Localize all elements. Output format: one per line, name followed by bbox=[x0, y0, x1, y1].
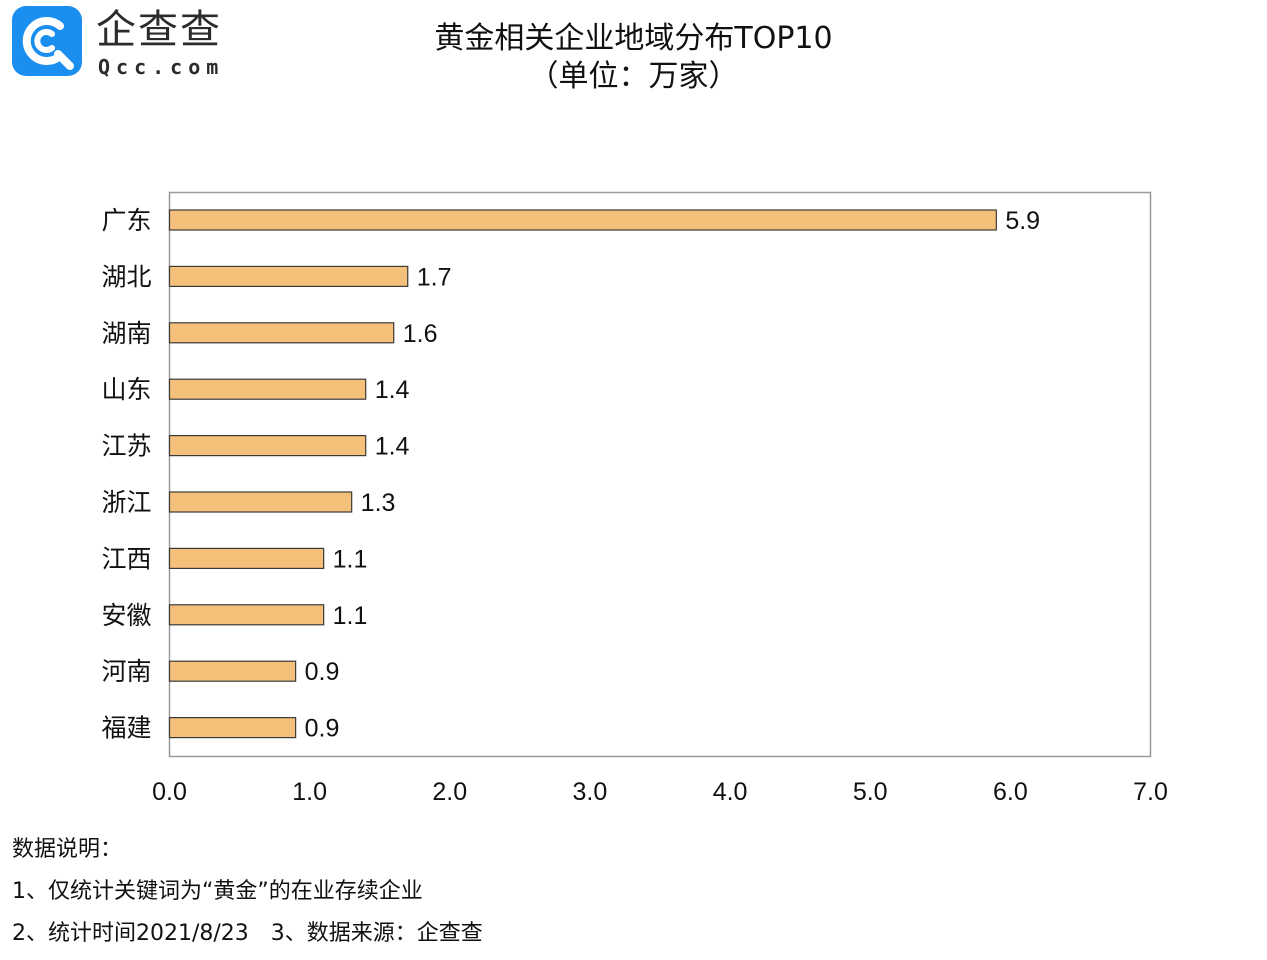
x-tick-label: 3.0 bbox=[573, 778, 608, 806]
data-label: 1.7 bbox=[417, 263, 452, 291]
data-label: 1.3 bbox=[361, 489, 396, 517]
category-label: 湖北 bbox=[101, 262, 151, 291]
category-label: 广东 bbox=[101, 206, 151, 235]
category-label: 江苏 bbox=[101, 432, 151, 461]
logo-badge-icon bbox=[12, 6, 82, 76]
category-label: 浙江 bbox=[101, 488, 151, 517]
x-tick-label: 2.0 bbox=[432, 778, 467, 806]
data-label: 1.1 bbox=[333, 602, 368, 630]
notes-line-1: 1、仅统计关键词为“黄金”的在业存续企业 bbox=[12, 879, 423, 904]
data-label: 1.4 bbox=[375, 376, 410, 404]
category-label: 山东 bbox=[101, 375, 151, 404]
x-tick-label: 0.0 bbox=[152, 778, 187, 806]
qcc-logo: 企查查 Qcc.com bbox=[12, 6, 232, 82]
logo-domain: Qcc.com bbox=[98, 55, 225, 79]
bar bbox=[168, 209, 997, 231]
plot-frame bbox=[168, 191, 1152, 758]
x-tick-label: 7.0 bbox=[1133, 778, 1168, 806]
bar-chart: 广东 5.9 湖北 1.7 湖南 1.6 山东 1.4 江苏 1.4 浙江 1.3 江西 1.1 安徽 1.1… bbox=[101, 191, 1168, 806]
x-tick-label: 5.0 bbox=[853, 778, 888, 806]
bar bbox=[168, 604, 325, 626]
bar bbox=[168, 491, 353, 513]
bar bbox=[168, 547, 325, 570]
chart-subtitle: （单位：万家） bbox=[528, 59, 739, 94]
notes-heading: 数据说明： bbox=[12, 837, 123, 862]
category-label: 湖南 bbox=[101, 319, 151, 348]
bar bbox=[168, 716, 297, 739]
category-label: 河南 bbox=[101, 657, 151, 686]
data-label: 1.6 bbox=[403, 320, 438, 348]
data-label: 0.9 bbox=[305, 715, 340, 743]
data-label: 5.9 bbox=[1005, 207, 1040, 235]
chart-title: 黄金相关企业地域分布TOP10 bbox=[434, 21, 833, 56]
x-tick-label: 6.0 bbox=[993, 778, 1028, 806]
x-tick-label: 1.0 bbox=[292, 778, 327, 806]
data-label: 1.4 bbox=[375, 433, 410, 461]
x-tick-label: 4.0 bbox=[713, 778, 748, 806]
notes-line-2: 2、统计时间2021/8/23 3、数据来源：企查查 bbox=[12, 921, 483, 946]
bar bbox=[168, 322, 395, 344]
data-label: 1.1 bbox=[333, 545, 368, 573]
bar bbox=[168, 435, 367, 457]
bar bbox=[168, 660, 297, 682]
category-label: 安徽 bbox=[101, 601, 151, 630]
category-label: 江西 bbox=[101, 544, 151, 573]
bar bbox=[168, 265, 409, 287]
bar bbox=[168, 378, 367, 400]
category-label: 福建 bbox=[101, 714, 151, 743]
logo-name: 企查查 bbox=[96, 7, 222, 53]
data-label: 0.9 bbox=[305, 658, 340, 686]
